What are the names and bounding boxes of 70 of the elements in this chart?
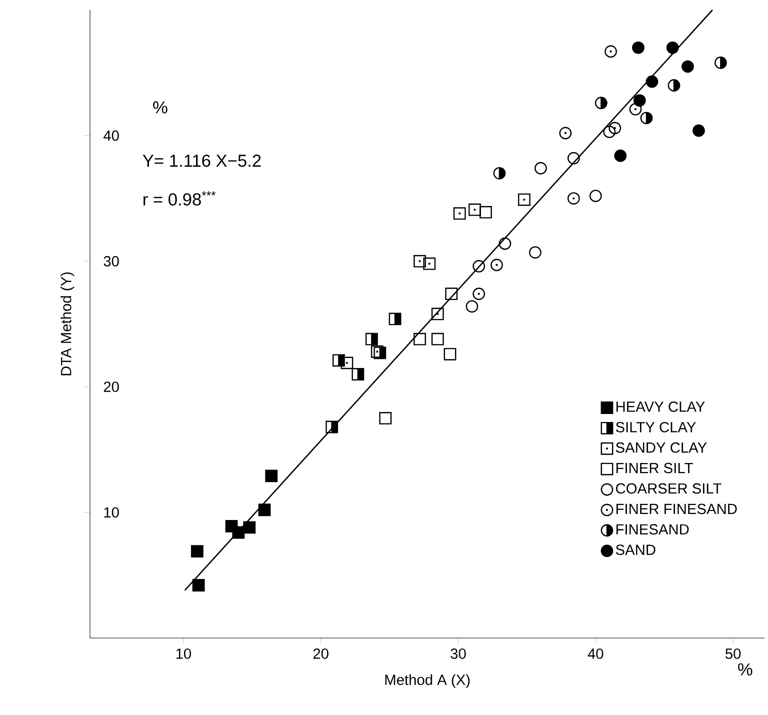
x-tick-label: 10 (176, 648, 192, 659)
point (567, 152, 580, 164)
legend-label: SAND (616, 544, 656, 555)
point (633, 94, 646, 107)
point (444, 348, 456, 360)
y-tick-label: 20 (104, 382, 119, 392)
point (498, 237, 512, 250)
text: % (738, 663, 752, 676)
point (480, 206, 492, 218)
point (472, 288, 486, 300)
point (668, 79, 680, 92)
x-tick-label: 30 (450, 648, 466, 659)
point (445, 288, 458, 300)
point (589, 190, 602, 202)
legend-label: HEAVY CLAY (616, 402, 705, 412)
point (529, 246, 542, 259)
legend-label: COARSER SILT (616, 483, 722, 494)
point (518, 193, 530, 206)
point (190, 545, 204, 558)
point (468, 204, 481, 216)
annotation: % (153, 101, 168, 114)
point (666, 41, 679, 54)
point (614, 150, 627, 162)
point (466, 300, 478, 313)
point (472, 260, 486, 272)
point (714, 56, 727, 69)
point (692, 124, 705, 137)
point (192, 579, 205, 592)
point (340, 356, 354, 370)
point (603, 126, 616, 138)
point (265, 470, 278, 482)
point (243, 521, 256, 534)
point (632, 41, 644, 54)
legend-label: FINER SILT (616, 462, 693, 474)
point (567, 192, 580, 205)
annotation: r = 0.98$^{***}$ (144, 191, 216, 206)
point (431, 332, 444, 346)
point (682, 60, 694, 73)
point (232, 526, 245, 539)
y-axis-title: DTA Method (Y) (60, 272, 74, 376)
point (379, 412, 392, 424)
y-tick-label: 30 (104, 256, 119, 266)
x-tick-label: 20 (313, 648, 328, 659)
point (453, 207, 466, 220)
y-tick-label: 10 (104, 507, 119, 518)
x-tick-label: 50 (725, 648, 741, 659)
point (640, 112, 653, 124)
legend-label: SANDY CLAY (616, 442, 707, 453)
point (594, 96, 608, 110)
y-tick-label: 40 (103, 130, 119, 141)
x-tick-label: 40 (588, 648, 604, 659)
point (414, 255, 426, 268)
annotation: Y= 1.116 X−5.2 (142, 154, 261, 167)
point (629, 103, 642, 116)
point (559, 126, 572, 140)
point (431, 308, 444, 320)
legend-label: SILTY CLAY (616, 422, 696, 432)
legend-label: FINESAND (616, 524, 689, 535)
point (490, 258, 503, 272)
point (493, 167, 506, 180)
point (604, 45, 617, 58)
point (646, 75, 658, 88)
legend-label: FINER FINESAND (616, 504, 737, 514)
point (414, 332, 426, 346)
point (370, 345, 384, 358)
x-axis-title: Method A (X) (385, 674, 470, 688)
point (608, 122, 622, 134)
point (423, 258, 436, 270)
point (534, 162, 547, 174)
point (258, 504, 271, 516)
